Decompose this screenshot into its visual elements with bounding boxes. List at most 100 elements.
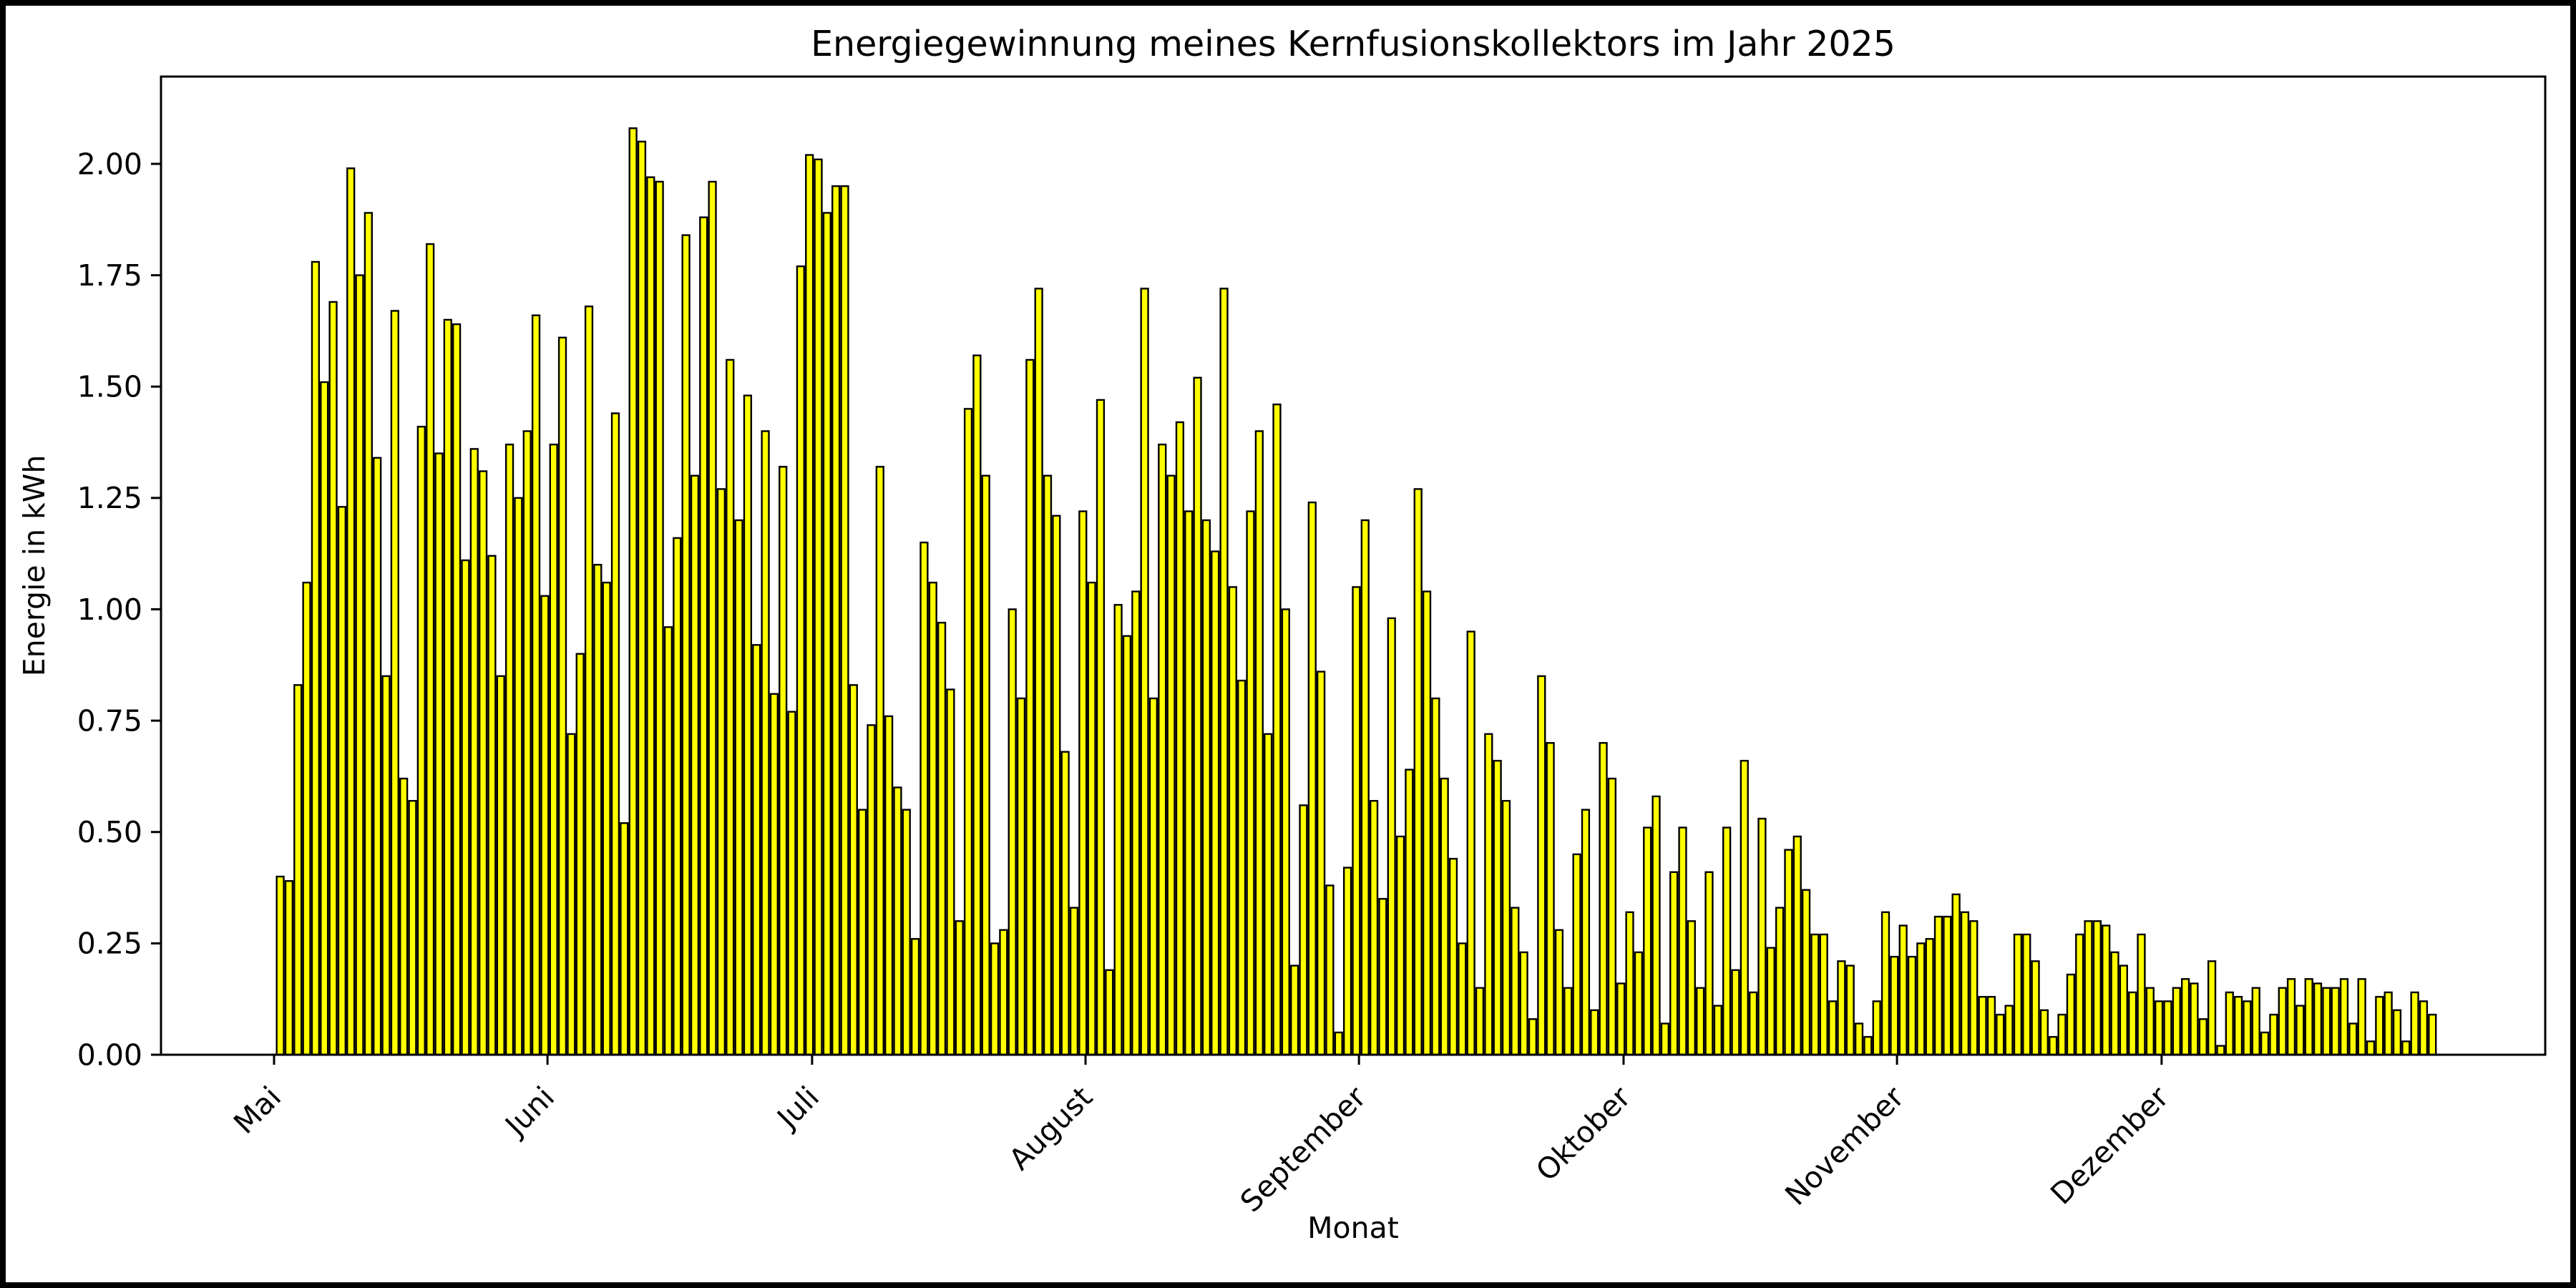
bar-august-8 — [1148, 697, 1158, 1056]
bar-oktober-14 — [1740, 759, 1749, 1056]
bar-august-2 — [1096, 399, 1106, 1056]
bar-september-27 — [1590, 1009, 1599, 1056]
bar-juni-3 — [567, 733, 576, 1056]
bar-dezember-17 — [2304, 977, 2313, 1056]
bar-mai-6 — [320, 381, 329, 1056]
bar-august-25 — [1299, 804, 1308, 1056]
bar-juni-21 — [726, 358, 735, 1056]
bar-mai-22 — [461, 559, 470, 1056]
bar-september-19 — [1519, 951, 1528, 1056]
bar-mai-26 — [496, 675, 505, 1056]
bar-mai-15 — [399, 777, 409, 1056]
bar-september-28 — [1599, 742, 1608, 1056]
bar-dezember-15 — [2286, 977, 2296, 1056]
bar-mai-11 — [364, 212, 374, 1056]
bar-juni-22 — [734, 519, 743, 1056]
bar-juli-29 — [1060, 751, 1070, 1056]
bar-mai-16 — [408, 799, 417, 1056]
bar-juli-27 — [1043, 474, 1053, 1056]
bar-juni-26 — [769, 693, 779, 1056]
bar-juni-19 — [708, 180, 717, 1056]
bar-november-25 — [2110, 951, 2119, 1056]
bar-oktober-12 — [1722, 826, 1732, 1056]
bar-mai-14 — [390, 310, 399, 1056]
bar-mai-31 — [540, 595, 550, 1056]
bar-juni-13 — [655, 180, 664, 1056]
y-tick-label: 1.75 — [77, 258, 142, 293]
bar-august-31 — [1352, 586, 1361, 1056]
bar-juli-21 — [990, 942, 1000, 1056]
bar-august-18 — [1237, 679, 1246, 1056]
bar-dezember-24 — [2366, 1040, 2376, 1056]
bar-oktober-16 — [1757, 817, 1767, 1056]
bar-november-10 — [1978, 995, 1987, 1056]
bar-september-22 — [1546, 742, 1555, 1056]
bar-juli-30 — [1069, 907, 1079, 1056]
bar-dezember-25 — [2375, 995, 2384, 1056]
bar-november-16 — [2031, 960, 2040, 1056]
bar-dezember-23 — [2357, 977, 2366, 1056]
bar-juli-9 — [884, 715, 894, 1056]
bar-september-23 — [1554, 929, 1564, 1056]
bar-mai-10 — [355, 274, 364, 1056]
bar-september-29 — [1607, 777, 1617, 1056]
bar-dezember-16 — [2296, 1005, 2305, 1056]
bar-mai-28 — [514, 497, 523, 1056]
bar-september-1 — [1360, 519, 1370, 1056]
bar-juli-5 — [849, 684, 858, 1056]
bar-dezember-4 — [2190, 982, 2199, 1056]
bar-juni-17 — [690, 474, 700, 1056]
bar-november-23 — [2092, 920, 2102, 1056]
bar-mai-29 — [522, 430, 532, 1056]
bar-november-15 — [2022, 933, 2031, 1056]
bar-november-30 — [2155, 1000, 2164, 1056]
bar-juni-7 — [602, 581, 611, 1056]
bar-mai-3 — [293, 684, 303, 1056]
bar-oktober-4 — [1652, 795, 1661, 1056]
bar-august-7 — [1140, 288, 1149, 1056]
bar-september-13 — [1466, 630, 1475, 1056]
bar-oktober-2 — [1634, 951, 1644, 1056]
bar-dezember-14 — [2278, 987, 2287, 1056]
bar-juni-9 — [620, 822, 629, 1056]
bar-juli-3 — [831, 185, 841, 1056]
bar-oktober-18 — [1775, 907, 1785, 1056]
bar-dezember-18 — [2313, 982, 2323, 1056]
chart-title: Energiegewinnung meines Kernfusionskolle… — [811, 24, 1896, 64]
bar-dezember-29 — [2410, 991, 2419, 1056]
bar-dezember-27 — [2392, 1009, 2402, 1056]
bar-juli-24 — [1016, 697, 1026, 1056]
bar-november-11 — [1986, 995, 1996, 1056]
bar-mai-12 — [373, 457, 382, 1056]
bar-november-17 — [2039, 1009, 2049, 1056]
bar-november-18 — [2049, 1035, 2058, 1056]
bar-juli-15 — [937, 621, 947, 1056]
bar-november-28 — [2137, 933, 2146, 1056]
bar-juni-23 — [743, 394, 753, 1056]
bar-september-18 — [1511, 907, 1520, 1056]
bar-mai-8 — [337, 506, 347, 1056]
bar-juli-17 — [955, 920, 964, 1056]
bar-august-6 — [1131, 590, 1141, 1056]
bar-august-26 — [1307, 501, 1317, 1056]
x-axis-label: Monat — [1307, 1211, 1399, 1245]
bar-juni-27 — [779, 466, 788, 1056]
bar-juni-18 — [699, 216, 708, 1056]
bar-oktober-24 — [1828, 1000, 1838, 1056]
bar-oktober-21 — [1801, 889, 1811, 1056]
bar-oktober-10 — [1704, 871, 1714, 1056]
bar-dezember-30 — [2419, 1000, 2429, 1056]
bar-september-25 — [1572, 853, 1581, 1056]
bar-november-14 — [2013, 933, 2023, 1056]
bar-september-3 — [1378, 897, 1387, 1056]
bar-september-20 — [1528, 1018, 1538, 1056]
bar-mai-20 — [443, 318, 452, 1056]
bar-dezember-9 — [2233, 995, 2243, 1056]
bar-september-6 — [1405, 769, 1414, 1056]
bar-september-12 — [1458, 942, 1467, 1056]
bar-mai-2 — [284, 880, 294, 1056]
bar-november-13 — [2004, 1005, 2014, 1056]
bar-juli-10 — [893, 786, 902, 1056]
